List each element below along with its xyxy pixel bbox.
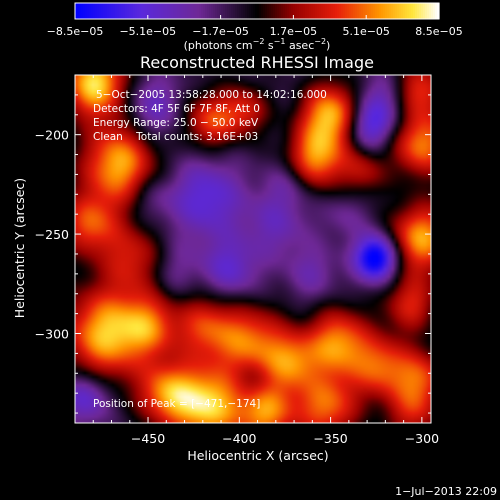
y-axis-label: Heliocentric Y (arcsec) (12, 178, 27, 318)
colorbar-tick-label: −5.1e−05 (119, 25, 176, 38)
heatmap-image (75, 75, 431, 423)
plot-frame (74, 74, 432, 424)
annotation-energy-range: Energy Range: 25.0 − 50.0 keV (93, 117, 259, 129)
x-axis-label: Heliocentric X (arcsec) (187, 448, 328, 463)
colorbar-frame (74, 2, 440, 20)
colorbar-tick-label: 8.5e−05 (415, 25, 462, 38)
colorbar-ticks: −8.5e−05 −5.1e−05 −1.7e−05 1.7e−05 5.1e−05 8.… (47, 15, 463, 38)
y-tick-label: −300 (35, 327, 69, 342)
x-tick-label: −450 (131, 431, 165, 446)
annotation-time-range: 5−Oct−2005 13:58:28.000 to 14:02:16.000 (96, 89, 327, 101)
annotation-detectors: Detectors: 4F 5F 6F 7F 8F, Att 0 (93, 103, 260, 115)
annotation-clean-counts: Clean Total counts: 3.16E+03 (93, 131, 258, 143)
colorbar-tick-label: 5.1e−05 (342, 25, 389, 38)
colorbar-tick-label: −8.5e−05 (47, 25, 104, 38)
colorbar-tick-label: −1.7e−05 (192, 25, 249, 38)
x-tick-label: −350 (313, 431, 347, 446)
plot-area: −450 −400 −350 −300 −200 −250 −300 (35, 74, 439, 446)
observation-annotations: 5−Oct−2005 13:58:28.000 to 14:02:16.000 … (93, 89, 327, 410)
y-tick-label: −250 (35, 227, 69, 242)
colorbar-tick-label: 1.7e−05 (270, 25, 317, 38)
colorbar: −8.5e−05 −5.1e−05 −1.7e−05 1.7e−05 5.1e−05 8.… (47, 2, 463, 52)
axis-ticks: −450 −400 −350 −300 −200 −250 −300 (35, 74, 439, 446)
colorbar-gradient (75, 3, 440, 19)
chart-title: Reconstructed RHESSI Image (140, 53, 374, 72)
y-tick-label: −200 (35, 128, 69, 143)
generation-date: 1−Jul−2013 22:09 (395, 485, 497, 498)
x-tick-label: −300 (405, 431, 439, 446)
colorbar-unit-label: (photons cm−2 s−1 asec−2) (184, 37, 331, 52)
annotation-peak-position: Position of Peak = [−471,−174] (93, 398, 260, 410)
x-tick-label: −400 (222, 431, 256, 446)
